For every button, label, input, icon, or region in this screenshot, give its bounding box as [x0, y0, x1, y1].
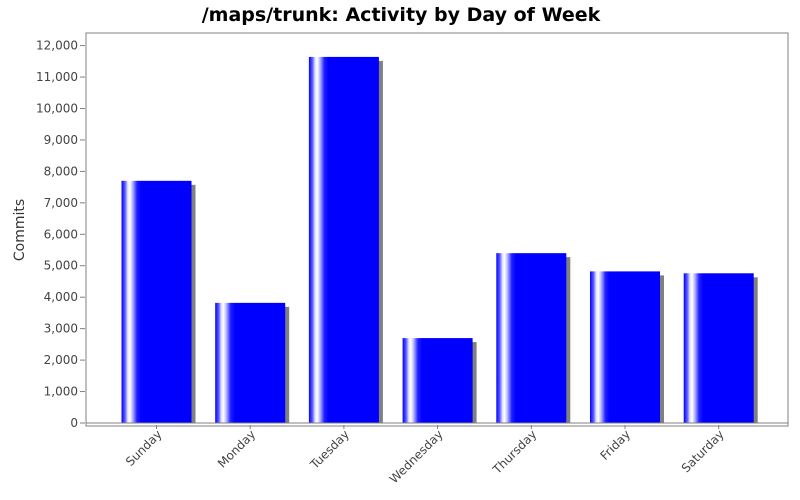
- y-tick-label: 7,000: [44, 196, 78, 210]
- x-tick-label-monday: Monday: [215, 427, 258, 470]
- y-tick-label: 4,000: [44, 290, 78, 304]
- bar-wednesday[interactable]: [402, 338, 473, 423]
- chart-title: /maps/trunk: Activity by Day of Week: [202, 4, 601, 26]
- x-tick-label-tuesday: Tuesday: [307, 427, 352, 472]
- y-axis-label: Commits: [12, 199, 28, 261]
- x-axis: Sunday Monday Tuesday Wednesday Thursday Frid…: [86, 422, 788, 486]
- x-tick-label-wednesday: Wednesday: [387, 427, 446, 486]
- bars-group: [121, 56, 758, 423]
- y-tick-label: 1,000: [44, 385, 78, 399]
- bar-thursday[interactable]: [496, 253, 567, 423]
- x-tick-label-friday: Friday: [598, 427, 634, 463]
- y-tick-label: 9,000: [44, 133, 78, 147]
- x-tick-label-saturday: Saturday: [679, 427, 727, 475]
- bar-tuesday[interactable]: [308, 56, 379, 423]
- y-tick-label: 8,000: [44, 164, 78, 178]
- y-tick-label: 6,000: [44, 227, 78, 241]
- y-tick-label: 5,000: [44, 259, 78, 273]
- x-tick-label-thursday: Thursday: [489, 427, 539, 477]
- bar-sunday[interactable]: [121, 180, 192, 423]
- y-tick-label: 3,000: [44, 322, 78, 336]
- y-tick-label: 10,000: [36, 101, 78, 115]
- bar-friday[interactable]: [590, 271, 660, 423]
- bar-monday[interactable]: [215, 302, 286, 423]
- bar-saturday[interactable]: [683, 273, 754, 423]
- y-axis: 0 1,000 2,000 3,000 4,000 5,000 6,000 7,000 8,00…: [36, 39, 85, 430]
- x-tick-label-sunday: Sunday: [123, 427, 165, 469]
- y-tick-label: 11,000: [36, 70, 78, 84]
- y-tick-label: 12,000: [36, 39, 78, 53]
- y-tick-label: 0: [70, 416, 78, 430]
- y-tick-label: 2,000: [44, 353, 78, 367]
